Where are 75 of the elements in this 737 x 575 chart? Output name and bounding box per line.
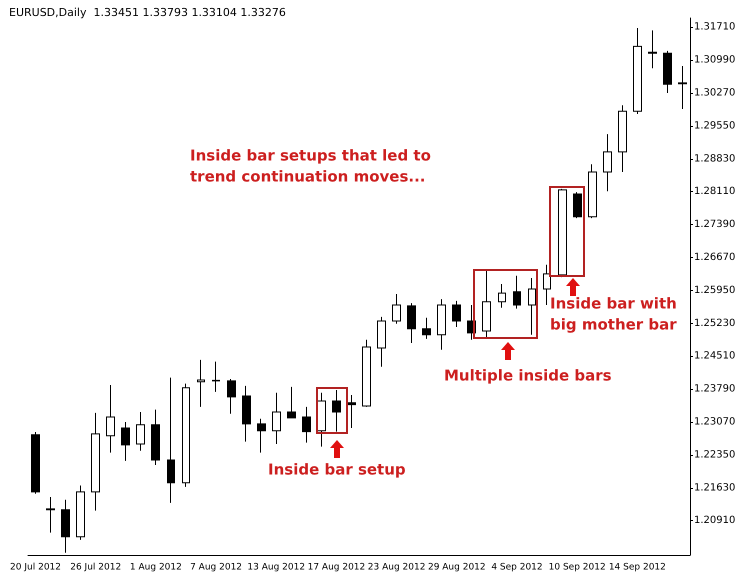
- candlestick: [332, 390, 341, 432]
- candlestick: [76, 485, 85, 540]
- candlestick: [377, 316, 386, 368]
- candlestick: [257, 418, 266, 454]
- x-tick-label: 13 Aug 2012: [247, 562, 306, 572]
- candlestick: [212, 361, 220, 392]
- candlestick: [106, 384, 115, 454]
- candlestick: [618, 104, 627, 173]
- candlestick: [648, 30, 657, 69]
- candlestick: [528, 278, 536, 336]
- candlestick: [422, 317, 431, 340]
- annotation: Inside bar setup: [268, 460, 406, 478]
- candlestick: [31, 432, 40, 494]
- x-tick-label: 1 Aug 2012: [130, 562, 182, 572]
- x-tick-label: 14 Sep 2012: [608, 562, 666, 572]
- candlestick: [91, 412, 100, 512]
- candlestick: [197, 359, 205, 408]
- candlestick: [543, 264, 551, 306]
- x-tick-label: 7 Aug 2012: [190, 562, 242, 572]
- annotation: Inside bar with big mother bar: [550, 294, 682, 334]
- candlestick: [482, 270, 491, 338]
- y-tick-label: 1.20910: [694, 515, 736, 526]
- candlestick: [558, 188, 567, 278]
- y-tick-label: 1.21630: [694, 482, 736, 494]
- candlestick: [633, 28, 642, 114]
- candlestick: [347, 394, 356, 428]
- candlestick: [46, 496, 55, 534]
- annotation: Multiple inside bars: [444, 366, 612, 384]
- y-tick-label: 1.25230: [694, 318, 736, 329]
- y-tick-label: 1.28110: [694, 186, 736, 198]
- candlestick: [678, 65, 687, 110]
- y-tick-label: 1.30990: [694, 54, 736, 66]
- y-tick-label: 1.24510: [694, 350, 736, 362]
- candlestick: [573, 192, 582, 219]
- candlestick: [452, 300, 461, 328]
- candlestick: [136, 411, 145, 452]
- candlestick: [663, 50, 672, 94]
- candlestick: [603, 134, 612, 192]
- x-tick-label: 26 Jul 2012: [70, 562, 122, 572]
- y-tick-label: 1.30270: [694, 87, 736, 98]
- y-tick-label: 1.23790: [694, 384, 736, 395]
- y-tick-label: 1.29550: [694, 120, 736, 132]
- y-tick-label: 1.22350: [694, 449, 736, 460]
- x-tick-label: 17 Aug 2012: [308, 562, 366, 572]
- x-tick-label: 29 Aug 2012: [428, 562, 486, 572]
- x-tick-label: 4 Sep 2012: [491, 562, 543, 572]
- candlestick: [498, 283, 506, 308]
- candlestick: [182, 383, 190, 488]
- y-tick-label: 1.28830: [694, 153, 736, 164]
- candlestick: [287, 386, 296, 419]
- x-tick-label: 10 Sep 2012: [548, 562, 606, 572]
- candlestick: [302, 406, 311, 444]
- candlestick: [272, 392, 281, 444]
- candlestick: [317, 392, 326, 448]
- candlestick: [151, 409, 160, 466]
- candlestick: [61, 499, 70, 554]
- x-tick-label: 20 Jul 2012: [10, 562, 61, 572]
- y-tick-label: 1.27390: [694, 219, 736, 230]
- candlestick: [227, 378, 236, 414]
- candlestick: [437, 298, 446, 350]
- x-tick-label: 23 Aug 2012: [368, 562, 426, 572]
- candlestick: [588, 164, 597, 219]
- y-tick-label: 1.31710: [694, 22, 736, 33]
- candlestick: [121, 422, 130, 462]
- candlestick: [392, 294, 401, 324]
- y-tick-label: 1.25950: [694, 284, 736, 296]
- chart-title: EURUSD,Daily 1.33451 1.33793 1.33104 1.33276: [9, 6, 286, 19]
- candlestick: [362, 339, 371, 408]
- annotation: Inside bar setups that led to trend continuation moves...: [190, 146, 436, 186]
- candlestick: [407, 302, 416, 344]
- candlestick: [167, 377, 175, 504]
- candlestick: [242, 385, 251, 442]
- y-tick-label: 1.26670: [694, 252, 736, 263]
- candlestick: [513, 275, 521, 310]
- y-tick-label: 1.23070: [694, 416, 736, 428]
